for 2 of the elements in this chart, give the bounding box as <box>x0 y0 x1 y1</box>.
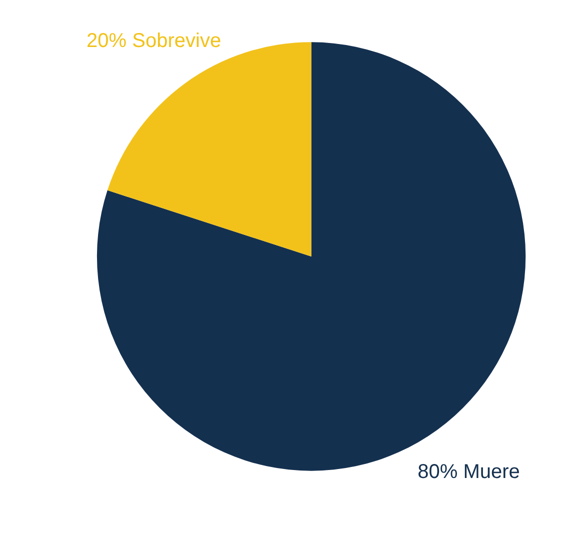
slice-label: 80% Muere <box>418 461 520 484</box>
slice-label: 20% Sobrevive <box>86 30 222 52</box>
